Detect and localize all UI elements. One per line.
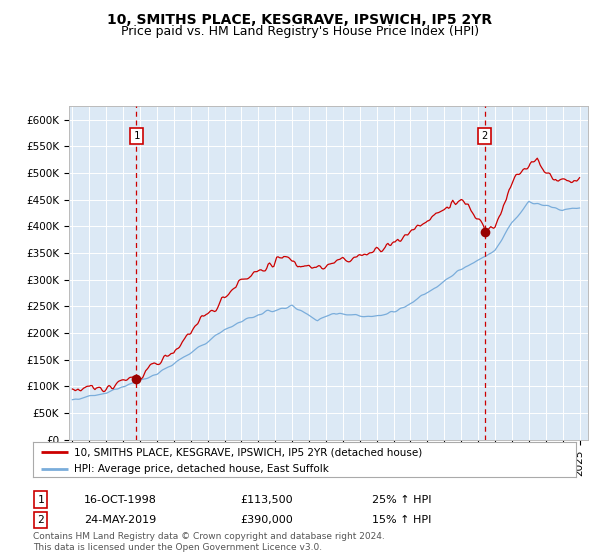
Text: 24-MAY-2019: 24-MAY-2019 xyxy=(84,515,156,525)
Text: 15% ↑ HPI: 15% ↑ HPI xyxy=(372,515,431,525)
Text: 10, SMITHS PLACE, KESGRAVE, IPSWICH, IP5 2YR: 10, SMITHS PLACE, KESGRAVE, IPSWICH, IP5… xyxy=(107,13,493,27)
Text: 16-OCT-1998: 16-OCT-1998 xyxy=(84,494,157,505)
Text: 2: 2 xyxy=(481,130,488,141)
Text: 1: 1 xyxy=(133,130,140,141)
Text: 10, SMITHS PLACE, KESGRAVE, IPSWICH, IP5 2YR (detached house): 10, SMITHS PLACE, KESGRAVE, IPSWICH, IP5… xyxy=(74,447,422,457)
Text: 2: 2 xyxy=(37,515,44,525)
Text: Price paid vs. HM Land Registry's House Price Index (HPI): Price paid vs. HM Land Registry's House … xyxy=(121,25,479,38)
Text: £113,500: £113,500 xyxy=(240,494,293,505)
Text: 25% ↑ HPI: 25% ↑ HPI xyxy=(372,494,431,505)
Text: Contains HM Land Registry data © Crown copyright and database right 2024.
This d: Contains HM Land Registry data © Crown c… xyxy=(33,533,385,552)
Text: £390,000: £390,000 xyxy=(240,515,293,525)
Text: 1: 1 xyxy=(37,494,44,505)
Text: HPI: Average price, detached house, East Suffolk: HPI: Average price, detached house, East… xyxy=(74,464,329,474)
